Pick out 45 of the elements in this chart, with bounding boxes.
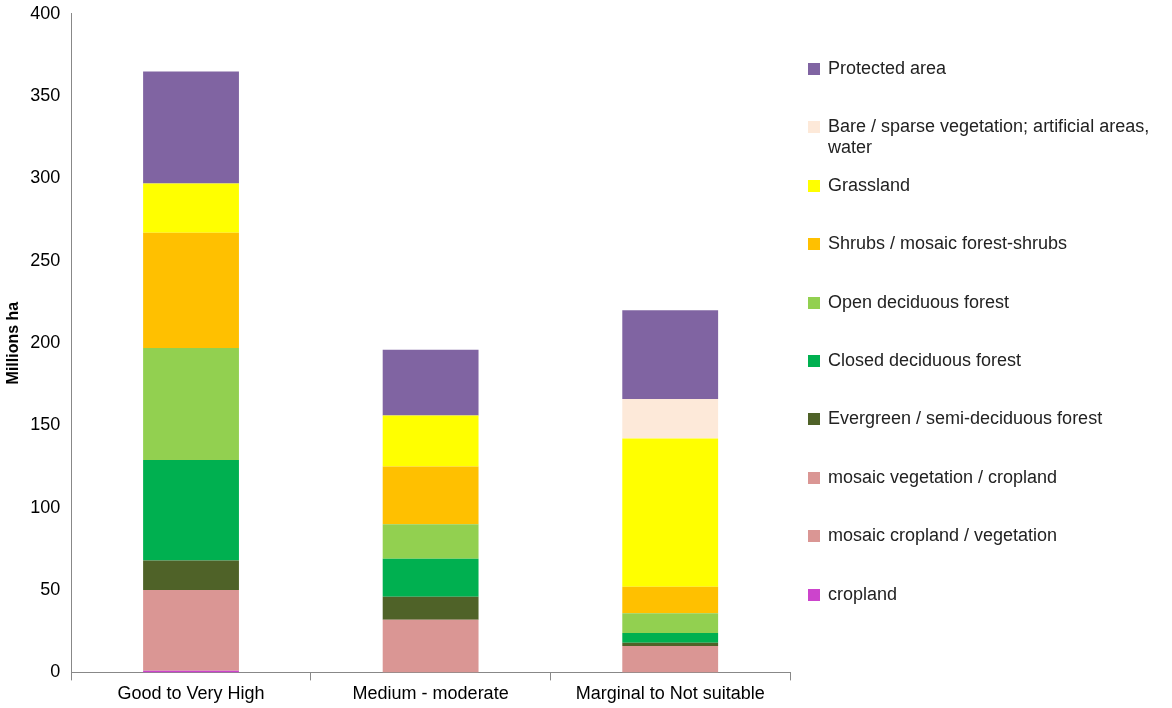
bar	[622, 438, 719, 587]
bar	[143, 460, 239, 561]
bar	[622, 642, 719, 647]
legend-label: Bare / sparse vegetation; artificial areas, water	[828, 116, 1151, 159]
bar	[382, 558, 479, 597]
legend-label: Closed deciduous forest	[828, 349, 1022, 371]
bar	[143, 348, 239, 460]
y-tick-label: 400	[30, 2, 61, 23]
bar	[143, 232, 239, 349]
bar	[382, 466, 479, 525]
bar	[382, 524, 479, 559]
legend-label: Grassland	[828, 174, 911, 196]
bar	[622, 399, 719, 439]
legend-label: Protected area	[828, 58, 947, 79]
y-tick-label: 250	[30, 249, 61, 270]
legend-label: Open deciduous forest	[828, 291, 1010, 313]
bar	[622, 310, 719, 400]
bar	[382, 415, 479, 467]
legend-label: mosaic cropland / vegetation	[828, 525, 1058, 547]
bar	[622, 586, 719, 614]
bar	[382, 349, 479, 416]
x-tick-label: Marginal to Not suitable	[575, 683, 765, 704]
y-tick-label: 100	[30, 496, 61, 517]
bar	[143, 183, 239, 233]
bar	[622, 613, 719, 633]
bar	[143, 560, 239, 591]
legend-label: Shrubs / mosaic forest-shrubs	[828, 233, 1068, 255]
bar	[382, 596, 479, 620]
legend-label: Evergreen / semi-deciduous forest	[828, 408, 1103, 430]
bar	[143, 71, 239, 184]
y-tick-label: 350	[30, 85, 61, 106]
legend-label: mosaic vegetation / cropland	[828, 466, 1058, 488]
bar	[622, 632, 719, 643]
y-tick-label: 300	[30, 167, 61, 188]
bar	[143, 590, 239, 671]
legend-label: cropland	[828, 583, 898, 605]
y-tick-label: 50	[40, 579, 61, 600]
bar	[622, 646, 719, 673]
y-tick-label: 150	[30, 414, 61, 435]
x-tick-label: Medium - moderate	[352, 683, 509, 704]
y-axis-title: Millions ha	[4, 301, 22, 385]
bar	[382, 619, 479, 673]
y-tick-label: 0	[50, 661, 61, 682]
x-tick-label: Good to Very High	[117, 683, 265, 704]
y-tick-label: 200	[30, 332, 61, 353]
